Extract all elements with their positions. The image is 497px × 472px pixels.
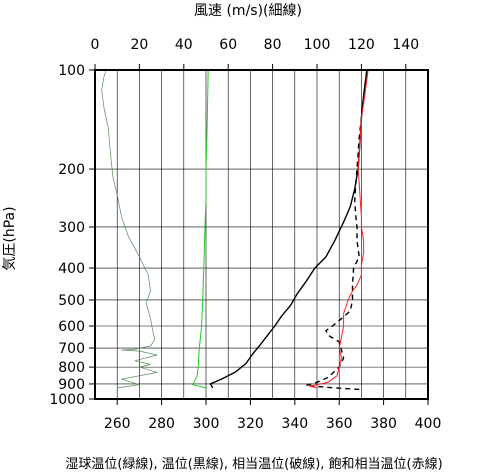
y-tick-label: 900 — [58, 377, 85, 393]
x-bottom-tick-label: 380 — [370, 416, 397, 432]
y-tick-label: 100 — [58, 63, 85, 79]
x-bottom-tick-label: 300 — [193, 416, 220, 432]
y-tick-label: 1000 — [49, 392, 85, 408]
y-tick-label: 700 — [58, 341, 85, 357]
x-bottom-tick-label: 400 — [415, 416, 442, 432]
y-tick-label: 600 — [58, 319, 85, 335]
y-tick-label: 300 — [58, 220, 85, 236]
x-top-tick-label: 60 — [219, 37, 237, 53]
series-theta-es — [309, 69, 369, 389]
x-top-tick-label: 140 — [392, 37, 419, 53]
x-bottom-tick-label: 260 — [104, 416, 131, 432]
x-bottom-tick-label: 340 — [281, 416, 308, 432]
top-axis-title: 風速 (m/s)(細線) — [194, 3, 302, 19]
x-top-tick-label: 100 — [304, 37, 331, 53]
x-top-tick-label: 40 — [175, 37, 193, 53]
x-bottom-tick-label: 280 — [148, 416, 175, 432]
bottom-axis-title: 湿球温位(緑線), 温位(黒線), 相当温位(破線), 飽和相当温位(赤線) — [65, 456, 442, 472]
plot-series — [101, 69, 369, 391]
x-bottom-tick-label: 360 — [326, 416, 353, 432]
x-top-tick-label: 120 — [348, 37, 375, 53]
x-top-tick-label: 80 — [264, 37, 282, 53]
plot-frame — [94, 69, 429, 400]
x-top-tick-label: 20 — [130, 37, 148, 53]
series-theta — [209, 69, 368, 389]
y-tick-label: 400 — [58, 261, 85, 277]
series-wind — [101, 69, 158, 389]
series-theta-e — [305, 69, 368, 391]
grid — [94, 69, 429, 400]
y-tick-label: 800 — [58, 360, 85, 376]
y-axis-title: 気圧(hPa) — [2, 206, 18, 270]
x-bottom-tick-label: 320 — [237, 416, 264, 432]
y-tick-label: 200 — [58, 162, 85, 178]
x-top-tick-label: 0 — [91, 37, 100, 53]
y-tick-label: 500 — [58, 293, 85, 309]
series-wet-bulb-theta — [192, 69, 209, 389]
